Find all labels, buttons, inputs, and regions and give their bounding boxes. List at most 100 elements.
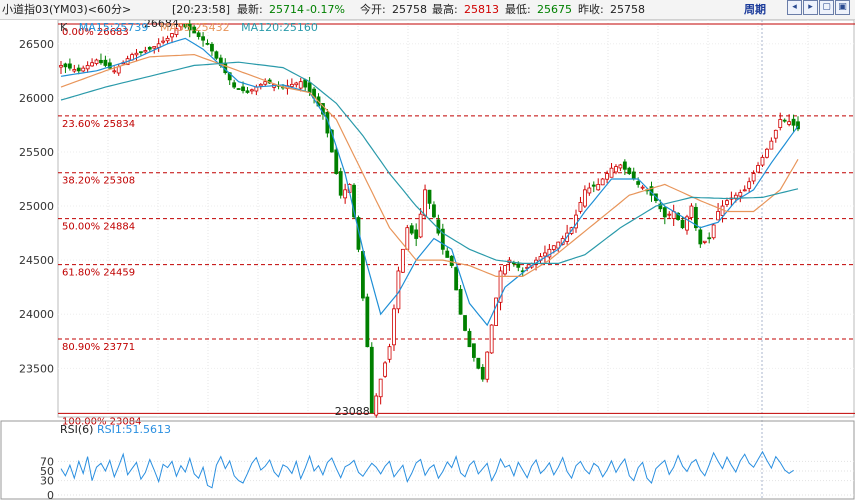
candle-body <box>343 189 348 199</box>
ma15-line <box>60 37 799 327</box>
candle-body <box>116 66 121 74</box>
candle-body <box>250 89 254 92</box>
price-tick-label: 25000 <box>19 200 54 213</box>
prev-close-value: 25758 <box>610 3 645 16</box>
legend-k: K <box>60 21 68 34</box>
candle-body <box>605 173 609 180</box>
candle-body <box>161 40 166 43</box>
candle-body <box>662 207 667 218</box>
candle-body <box>405 227 410 250</box>
candle-body <box>782 119 787 122</box>
candle-body <box>627 167 632 175</box>
candle-body <box>498 270 503 303</box>
candle-body <box>454 267 459 291</box>
candle-body <box>582 189 587 207</box>
candle-body <box>134 52 139 56</box>
zoom-in-icon[interactable]: ▢ <box>819 0 834 15</box>
candle-body <box>543 252 547 257</box>
candle-body <box>467 330 472 348</box>
candle-body <box>578 202 583 212</box>
candle-body <box>791 118 796 126</box>
candle-body <box>76 67 81 72</box>
candle-body <box>458 288 463 315</box>
price-tick-label: 23500 <box>19 362 54 375</box>
candle-body <box>329 129 334 153</box>
price-tick-label: 24000 <box>19 308 54 321</box>
candle-body <box>765 148 769 158</box>
candle-body <box>94 59 99 64</box>
candle-body <box>614 166 618 173</box>
candle-body <box>374 395 379 416</box>
candle-body <box>59 65 63 68</box>
candle-body <box>170 33 174 38</box>
high-label: 最高: <box>432 3 458 16</box>
candle-body <box>90 62 94 67</box>
arrow-right-icon[interactable]: ▸ <box>803 0 818 15</box>
candle-body <box>303 79 308 88</box>
candle-body <box>63 63 68 68</box>
rsi-tick-label: 50 <box>40 465 54 478</box>
candle-body <box>503 265 507 275</box>
candle-body <box>471 343 476 358</box>
candle-body <box>99 59 103 64</box>
candle-body <box>139 51 143 54</box>
candle-body <box>725 200 729 205</box>
candle-body <box>192 26 197 34</box>
prev-close-label: 昨收: <box>578 3 604 16</box>
fibonacci-levels: 0.00% 26683 23.60% 25834 38.20% 25308 50.00… <box>58 23 855 427</box>
kline-chart[interactable]: 0.00% 26683 23.60% 25834 38.20% 25308 50.00… <box>0 20 855 500</box>
last-label: 最新: <box>237 3 263 16</box>
candle-body <box>174 28 179 35</box>
main-chart-grid <box>57 20 855 499</box>
candle-body <box>400 248 405 273</box>
candle-body <box>245 90 250 93</box>
candle-body <box>760 156 765 166</box>
candle-body <box>307 82 312 93</box>
rsi-tick-label: 0 <box>47 489 54 500</box>
candle-body <box>631 171 636 180</box>
arrow-left-icon[interactable]: ◂ <box>787 0 802 15</box>
candle-body <box>210 43 214 52</box>
candle-body <box>392 308 396 346</box>
rsi-value: RSI1:51.5613 <box>96 423 172 436</box>
candle-body <box>369 346 374 414</box>
candle-body <box>685 216 689 231</box>
price-annotations: 26684 23088 <box>144 20 370 418</box>
candle-body <box>494 297 498 326</box>
candle-body <box>689 205 694 218</box>
candle-body <box>143 50 148 53</box>
candle-body <box>720 205 725 216</box>
candle-body <box>747 181 752 189</box>
fib-level-label: 0.00% 26683 <box>62 27 129 38</box>
candle-body <box>107 62 112 69</box>
candle-body <box>773 129 778 139</box>
fib-level-label: 38.20% 25308 <box>62 176 135 187</box>
candle-body <box>196 32 201 37</box>
candle-body <box>298 81 303 89</box>
candle-body <box>258 83 263 87</box>
candle-body <box>414 229 419 239</box>
zoom-out-icon[interactable]: ▣ <box>835 0 850 15</box>
fib-level-label: 61.80% 24459 <box>62 268 135 279</box>
high-value: 25813 <box>464 3 499 16</box>
candle-body <box>769 140 774 150</box>
candle-body <box>432 204 436 218</box>
candle-body <box>742 189 747 192</box>
candle-body <box>365 296 370 348</box>
candle-body <box>680 219 685 229</box>
rsi-tick-label: 70 <box>40 455 54 468</box>
candle-body <box>72 69 77 72</box>
candle-body <box>427 189 432 204</box>
candle-body <box>232 82 237 88</box>
price-tick-label: 26500 <box>19 38 54 51</box>
candle-body <box>85 65 90 70</box>
candle-body <box>716 211 720 221</box>
rsi-legend: RSI(6) RSI1:51.5613 <box>60 423 171 436</box>
candle-body <box>178 23 183 28</box>
period-button[interactable]: 周期 <box>744 3 766 16</box>
main-legend: K MA15:25739 MA55:25432 MA120:25160 <box>60 21 326 34</box>
candle-body <box>476 357 481 369</box>
change-value: -0.17% <box>306 3 345 16</box>
candle-body <box>356 217 361 250</box>
